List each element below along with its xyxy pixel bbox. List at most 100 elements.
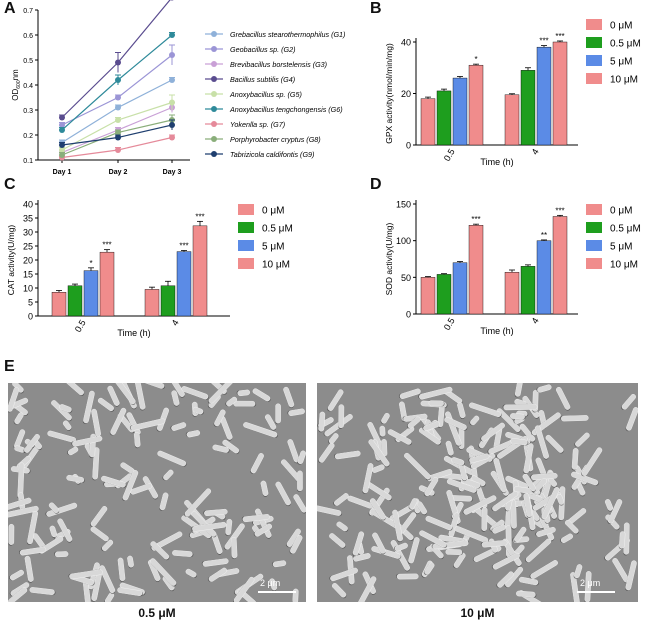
sem-bacterium	[571, 448, 579, 471]
sem-bacterium	[491, 490, 519, 512]
sem-bacterium-body	[424, 562, 435, 575]
sem-bacterium	[574, 432, 590, 447]
sem-bacterium	[481, 507, 488, 532]
sem-bacterium-body	[202, 558, 229, 567]
sem-bacterium-body	[130, 418, 166, 431]
sem-bacterium-body	[497, 571, 514, 588]
b-bar	[520, 70, 536, 146]
sem-bacterium	[117, 557, 126, 582]
sem-bacterium-body	[530, 560, 558, 579]
sem-bacterium	[367, 422, 385, 453]
b-legend-label: 5 μM	[610, 57, 632, 68]
sem-bacterium	[327, 389, 344, 412]
sem-bacterium-body	[318, 411, 326, 432]
panel-letter-a: A	[4, 0, 16, 17]
sem-bacterium-body	[537, 384, 552, 393]
sem-bacterium	[529, 560, 558, 579]
sem-bacterium-body	[502, 538, 522, 566]
panel-letter-e: E	[4, 358, 15, 375]
sem-bacterium-body	[214, 409, 226, 427]
d-y-tick-label: 50	[401, 273, 411, 283]
sem-bacterium-body	[49, 525, 58, 538]
sem-bacterium	[491, 524, 506, 534]
sem-caption-right: 10 μM	[460, 606, 495, 620]
sem-bacterium	[252, 388, 271, 402]
sem-bacterium-body	[379, 425, 386, 437]
c-legend-label: 0.5 μM	[262, 224, 293, 235]
sem-bacterium	[233, 576, 255, 602]
sem-bacterium-body	[275, 403, 281, 424]
sem-bacterium-body	[186, 430, 201, 438]
sem-bacterium-body	[133, 431, 141, 448]
sem-bacterium-body	[327, 389, 344, 411]
sem-bacterium-body	[536, 526, 556, 537]
sem-bacterium-body	[163, 469, 174, 481]
sem-bacterium-body	[514, 383, 524, 397]
sem-bacterium-body	[208, 383, 235, 404]
sem-bacterium	[623, 522, 630, 556]
sem-bacterium	[560, 533, 573, 543]
b-legend-label: 0.5 μM	[610, 39, 641, 50]
sem-bacterium-body	[503, 404, 538, 411]
sem-bacterium	[253, 523, 272, 537]
sem-bacterium-body	[226, 396, 238, 407]
a-data-point	[115, 77, 121, 83]
b-x-tick-label: 4	[530, 147, 541, 156]
a-data-point	[115, 134, 121, 141]
sem-bacterium-body	[510, 413, 525, 420]
sem-bacterium	[192, 406, 204, 415]
d-x-tick-label: 0.5	[442, 316, 457, 332]
sem-bacterium	[462, 495, 497, 515]
sem-bacterium-body	[621, 394, 636, 410]
sem-bacterium	[289, 534, 303, 555]
sem-bacterium-body	[83, 390, 95, 424]
sem-bacterium-body	[101, 539, 114, 552]
a-data-point	[169, 122, 175, 128]
sem-bacterium-body	[150, 558, 177, 586]
sem-bacterium	[275, 481, 291, 507]
scalebar-right-bar	[577, 591, 615, 593]
sem-bacterium-body	[425, 515, 453, 531]
c-bar	[192, 225, 208, 317]
sem-bacterium	[212, 444, 230, 454]
sem-bacterium-body	[575, 432, 590, 447]
sem-bacterium	[418, 386, 453, 400]
sem-bacterium-body	[514, 526, 527, 542]
panel-letter-d: D	[370, 176, 382, 193]
sem-bacterium	[510, 413, 526, 420]
sem-bacterium	[556, 386, 571, 411]
sem-bacterium	[49, 525, 58, 539]
sem-bacterium-body	[525, 538, 552, 563]
sem-bacterium	[408, 498, 418, 510]
c-bar	[83, 270, 99, 317]
sem-bacterium	[222, 439, 240, 455]
scalebar-left-label: 2 μm	[260, 578, 281, 588]
sem-bacterium	[243, 422, 278, 438]
sem-bacterium	[444, 416, 468, 431]
sem-bacterium	[48, 502, 60, 514]
sem-bacterium	[584, 571, 592, 602]
sem-bacterium	[328, 433, 339, 445]
a-legend-label: Anoxybacillus tengchongensis (G6)	[229, 105, 343, 114]
d-x-tick-label: 4	[530, 316, 541, 325]
sem-bacterium-body	[72, 435, 103, 447]
sem-bacterium-body	[185, 568, 197, 578]
sem-bacterium	[241, 514, 270, 523]
sem-bacterium-body	[357, 576, 377, 602]
sem-bacterium	[393, 542, 408, 552]
d-legend-swatch	[586, 204, 602, 215]
a-data-point	[59, 127, 65, 133]
sem-bacterium	[107, 385, 120, 407]
a-legend-label: Grebacillus stearothermophilus (G1)	[230, 30, 345, 39]
sem-bacterium-body	[469, 453, 490, 464]
sem-bacterium	[8, 387, 20, 413]
sem-bacterium	[157, 450, 187, 467]
c-legend-swatch	[238, 258, 254, 269]
sem-bacterium	[59, 404, 73, 413]
sem-bacterium	[293, 494, 306, 514]
a-legend-marker	[211, 61, 217, 67]
sem-bacterium	[454, 526, 489, 544]
c-y-tick-label: 40	[23, 200, 33, 210]
d-y-tick-label: 0	[406, 310, 411, 320]
panel-letter-b: B	[370, 0, 382, 17]
